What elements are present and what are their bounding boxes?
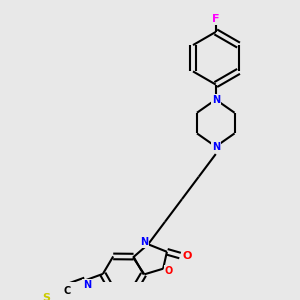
Text: N: N bbox=[83, 280, 91, 290]
Text: C: C bbox=[64, 286, 71, 296]
Text: N: N bbox=[212, 94, 220, 105]
Text: N: N bbox=[140, 237, 148, 248]
Text: O: O bbox=[165, 266, 173, 276]
Text: S: S bbox=[42, 293, 50, 300]
Text: O: O bbox=[183, 250, 192, 260]
Text: F: F bbox=[212, 14, 220, 24]
Text: N: N bbox=[212, 142, 220, 152]
